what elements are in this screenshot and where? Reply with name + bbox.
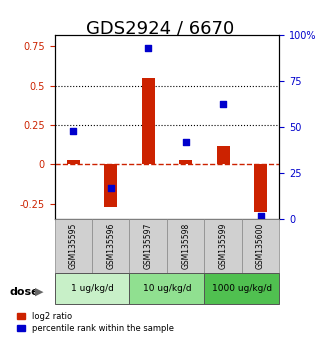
Point — [258, 213, 263, 219]
Legend: log2 ratio, percentile rank within the sample: log2 ratio, percentile rank within the s… — [17, 312, 174, 333]
Bar — [179, 160, 192, 164]
Text: ▶: ▶ — [35, 287, 44, 297]
FancyBboxPatch shape — [242, 219, 279, 273]
Point — [221, 101, 226, 106]
Text: GSM135599: GSM135599 — [219, 223, 228, 269]
Point — [71, 128, 76, 134]
Text: dose: dose — [10, 287, 39, 297]
FancyBboxPatch shape — [129, 219, 167, 273]
Text: 1 ug/kg/d: 1 ug/kg/d — [71, 284, 113, 293]
FancyBboxPatch shape — [204, 219, 242, 273]
Text: GSM135598: GSM135598 — [181, 223, 190, 269]
Bar — [142, 78, 155, 164]
Point — [183, 139, 188, 145]
Text: 10 ug/kg/d: 10 ug/kg/d — [143, 284, 191, 293]
Text: 1000 ug/kg/d: 1000 ug/kg/d — [212, 284, 272, 293]
Text: GSM135595: GSM135595 — [69, 223, 78, 269]
Bar — [104, 164, 117, 207]
FancyBboxPatch shape — [55, 273, 129, 304]
FancyBboxPatch shape — [167, 219, 204, 273]
FancyBboxPatch shape — [55, 219, 92, 273]
FancyBboxPatch shape — [204, 273, 279, 304]
Text: GDS2924 / 6670: GDS2924 / 6670 — [86, 19, 235, 38]
Text: GSM135596: GSM135596 — [106, 223, 115, 269]
Bar — [67, 160, 80, 164]
Text: GSM135600: GSM135600 — [256, 223, 265, 269]
FancyBboxPatch shape — [92, 219, 129, 273]
Text: GSM135597: GSM135597 — [144, 223, 153, 269]
Bar — [217, 145, 230, 164]
Point — [146, 45, 151, 51]
Bar — [254, 164, 267, 212]
FancyBboxPatch shape — [129, 273, 204, 304]
Point — [108, 185, 113, 191]
